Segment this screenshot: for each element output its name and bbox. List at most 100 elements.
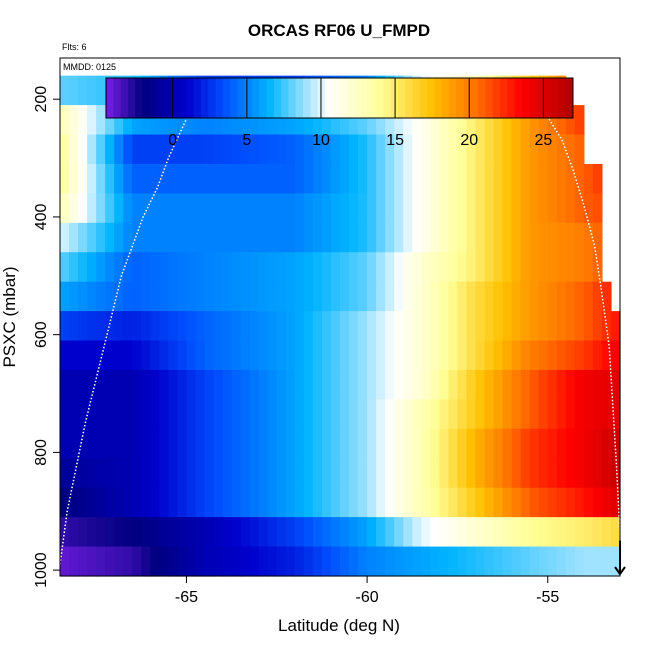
heatmap-cell bbox=[493, 487, 504, 518]
heatmap-cell bbox=[141, 163, 151, 194]
heatmap-cell bbox=[367, 458, 377, 489]
heatmap-cell bbox=[231, 222, 242, 253]
heatmap-cell bbox=[240, 281, 251, 312]
heatmap-cell bbox=[132, 134, 142, 165]
heatmap-cell bbox=[394, 369, 404, 401]
heatmap-cell bbox=[69, 163, 79, 194]
heatmap-cell bbox=[475, 252, 486, 283]
heatmap-cell bbox=[475, 340, 486, 371]
heatmap-cell bbox=[511, 222, 522, 253]
heatmap-cell bbox=[565, 369, 576, 401]
heatmap-cell bbox=[132, 222, 142, 253]
colorbar-cell bbox=[230, 78, 238, 118]
heatmap-cell bbox=[177, 340, 188, 371]
heatmap-cell bbox=[475, 458, 486, 489]
heatmap-cell bbox=[583, 340, 594, 371]
heatmap-cell bbox=[159, 517, 169, 548]
heatmap-cell bbox=[421, 281, 431, 312]
heatmap-cell bbox=[186, 399, 197, 430]
heatmap-cell bbox=[213, 517, 224, 548]
heatmap-cell bbox=[457, 193, 468, 224]
heatmap-cell bbox=[60, 105, 70, 136]
heatmap-cell bbox=[186, 546, 197, 577]
heatmap-cell bbox=[168, 281, 179, 312]
colorbar-cell bbox=[215, 78, 224, 118]
heatmap-cell bbox=[376, 340, 386, 371]
heatmap-cell bbox=[592, 369, 603, 401]
heatmap-cell bbox=[204, 428, 215, 459]
heatmap-cell bbox=[502, 546, 513, 577]
heatmap-cell bbox=[330, 193, 341, 224]
heatmap-cell bbox=[610, 458, 621, 489]
heatmap-cell bbox=[294, 369, 305, 401]
heatmap-cell bbox=[439, 546, 449, 577]
heatmap-cell bbox=[520, 193, 531, 224]
heatmap-cell bbox=[529, 134, 540, 165]
heatmap-cell bbox=[204, 281, 215, 312]
colorbar-cell bbox=[470, 78, 479, 118]
heatmap-cell bbox=[312, 369, 323, 401]
heatmap-cell bbox=[78, 369, 88, 401]
heatmap-cell bbox=[511, 311, 522, 342]
heatmap-cell bbox=[511, 487, 522, 518]
heatmap-cell bbox=[240, 163, 251, 194]
heatmap-cell bbox=[258, 134, 269, 165]
heatmap-cell bbox=[123, 311, 133, 342]
heatmap-cell bbox=[114, 134, 124, 165]
heatmap-cell bbox=[367, 252, 377, 283]
heatmap-cell bbox=[457, 252, 468, 283]
heatmap-cell bbox=[69, 399, 79, 430]
heatmap-cell bbox=[69, 252, 79, 283]
heatmap-cell bbox=[159, 134, 169, 165]
heatmap-cell bbox=[159, 193, 169, 224]
heatmap-cell bbox=[412, 369, 422, 401]
colorbar-cell bbox=[164, 78, 173, 118]
x-tick-label: -55 bbox=[536, 589, 559, 606]
colorbar-cell bbox=[456, 78, 465, 118]
heatmap-cell bbox=[493, 252, 504, 283]
heatmap-cell bbox=[285, 546, 296, 577]
heatmap-cell bbox=[168, 193, 179, 224]
heatmap-cell bbox=[222, 517, 233, 548]
heatmap-cell bbox=[330, 487, 341, 518]
heatmap-cell bbox=[448, 281, 459, 312]
heatmap-cell bbox=[141, 428, 151, 459]
heatmap-cell bbox=[565, 252, 576, 283]
heatmap-cell bbox=[96, 546, 106, 577]
heatmap-cell bbox=[511, 252, 522, 283]
heatmap-cell bbox=[493, 517, 504, 548]
heatmap-cell bbox=[96, 75, 106, 106]
heatmap-cell bbox=[412, 222, 422, 253]
heatmap-cell bbox=[204, 222, 215, 253]
colorbar-cell bbox=[186, 78, 195, 118]
heatmap-cell bbox=[484, 369, 495, 401]
heatmap-cell bbox=[60, 369, 70, 401]
heatmap-cell bbox=[285, 222, 296, 253]
heatmap-cell bbox=[439, 369, 449, 401]
heatmap-cell bbox=[231, 281, 242, 312]
heatmap-cell bbox=[321, 399, 332, 430]
heatmap-cell bbox=[439, 399, 449, 430]
heatmap-cell bbox=[312, 134, 323, 165]
heatmap-cell bbox=[114, 399, 124, 430]
colorbar-cell bbox=[478, 78, 486, 118]
heatmap-cell bbox=[511, 193, 522, 224]
heatmap-cell bbox=[412, 134, 422, 165]
heatmap-cell bbox=[475, 222, 486, 253]
heatmap-cell bbox=[123, 517, 133, 548]
heatmap-cell bbox=[538, 222, 549, 253]
heatmap-cell bbox=[484, 222, 495, 253]
heatmap-cell bbox=[421, 311, 431, 342]
heatmap-cell bbox=[610, 340, 621, 371]
heatmap-cell bbox=[150, 105, 160, 136]
heatmap-cell bbox=[457, 134, 468, 165]
heatmap-cell bbox=[358, 252, 368, 283]
heatmap-cell bbox=[258, 428, 269, 459]
heatmap-cell bbox=[204, 517, 215, 548]
heatmap-cell bbox=[403, 163, 413, 194]
heatmap-cell bbox=[294, 252, 305, 283]
heatmap-cell bbox=[321, 163, 332, 194]
heatmap-cell bbox=[592, 193, 603, 224]
colorbar-tick-label: 5 bbox=[242, 132, 251, 149]
heatmap-cell bbox=[403, 428, 413, 459]
